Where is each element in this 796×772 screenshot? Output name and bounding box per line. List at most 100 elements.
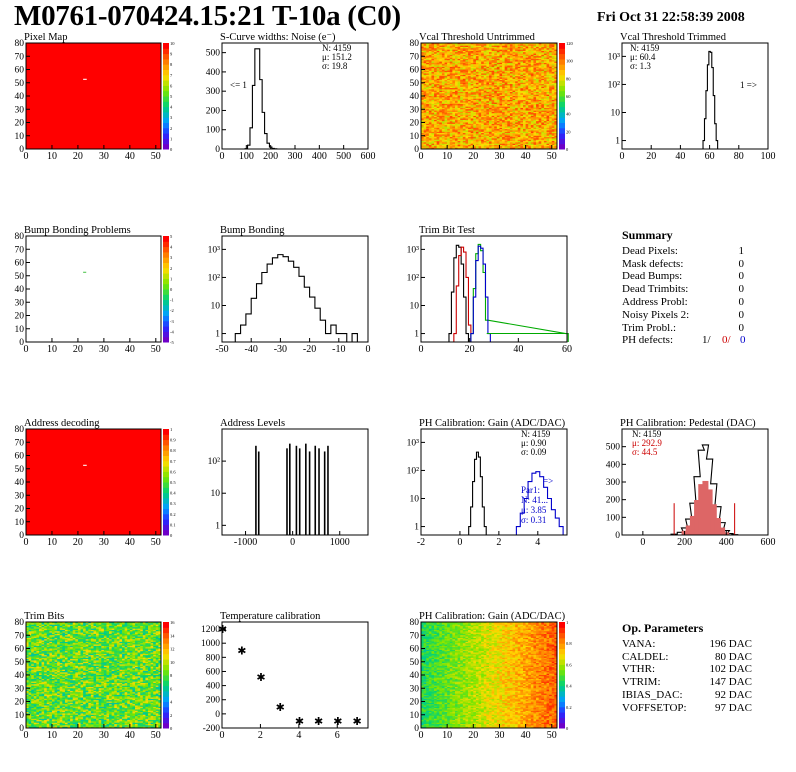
heatmap-cell (468, 88, 471, 90)
heatmap-cell (478, 118, 482, 121)
heatmap-cell (31, 623, 35, 625)
x-tick-label: 2 (496, 537, 501, 548)
heatmap-cell (481, 85, 485, 88)
heatmap-cell (538, 96, 542, 98)
heatmap-cell (36, 655, 40, 657)
heatmap-cell (455, 118, 458, 121)
heatmap-cell (439, 52, 443, 54)
heatmap-cell (421, 76, 424, 78)
heatmap-cell (523, 81, 526, 84)
heatmap-cell (431, 81, 435, 84)
heatmap-cell (549, 119, 553, 122)
heatmap-cell (462, 74, 466, 77)
heatmap-cell (475, 117, 479, 119)
heatmap-cell (31, 710, 35, 713)
heatmap-cell (473, 86, 477, 89)
fit-stats-line: Par1: (521, 485, 540, 495)
heatmap-cell (421, 103, 424, 106)
heatmap-cell (473, 72, 477, 74)
heatmap-cell (468, 45, 471, 48)
bump-mark (83, 271, 87, 273)
heatmap-cell (546, 105, 550, 107)
heatmap-cell (465, 147, 469, 150)
heatmap-cell (536, 114, 539, 117)
heatmap-cell (528, 76, 532, 78)
heatmap-cell (536, 58, 539, 61)
heatmap-cell (525, 135, 529, 138)
colorbar-segment (559, 96, 565, 102)
heatmap-cell (426, 139, 430, 142)
x-tick-label: 200 (263, 151, 278, 162)
heatmap-cell (434, 52, 437, 54)
heatmap-cell (486, 145, 490, 147)
heatmap-cell (520, 88, 524, 90)
heatmap-cell (494, 147, 498, 150)
heatmap-cell (528, 129, 532, 131)
heatmap-cell (452, 72, 456, 74)
heatmap-cell (452, 115, 456, 118)
heatmap-cell (478, 147, 482, 150)
heatmap-cell (538, 68, 542, 70)
heatmap-cell (455, 127, 458, 130)
heatmap-cell (530, 103, 534, 106)
heatmap-cell (465, 53, 469, 56)
heatmap-cell (31, 726, 35, 729)
heatmap-cell (478, 61, 482, 64)
heatmap-cell (481, 127, 485, 130)
heatmap-cell (536, 118, 539, 121)
heatmap-cell (457, 114, 461, 117)
heatmap-cell (452, 86, 456, 89)
heatmap-cell (444, 96, 448, 98)
heatmap-cell (481, 70, 485, 73)
stats-line: N: 4159 (630, 43, 660, 53)
heatmap-cell (512, 130, 516, 133)
heatmap-cell (434, 123, 437, 126)
heatmap-cell (530, 66, 534, 69)
heatmap-cell (551, 97, 555, 99)
heatmap-cell (421, 46, 424, 49)
heatmap-cell (486, 119, 490, 122)
heatmap-cell (549, 53, 553, 56)
heatmap-cell (530, 89, 534, 92)
heatmap-cell (546, 70, 550, 73)
heatmap-cell (447, 69, 451, 72)
heatmap-cell (28, 640, 32, 643)
heatmap-cell (502, 134, 505, 137)
heatmap-cell (536, 127, 539, 130)
heatmap-cell (36, 675, 40, 677)
heatmap-cell (36, 648, 40, 651)
heatmap-cell (28, 686, 32, 689)
heatmap-cell (31, 664, 35, 667)
heatmap-cell (543, 60, 547, 62)
heatmap-cell (449, 131, 453, 134)
heatmap-cell (525, 89, 529, 92)
chart-title: Vcal Threshold Trimmed (620, 32, 727, 43)
heatmap-cell (509, 88, 513, 90)
heatmap-cell (33, 640, 37, 643)
heatmap-cell (465, 126, 469, 129)
heatmap-cell (546, 85, 550, 88)
heatmap-cell (496, 76, 500, 78)
heatmap-cell (444, 115, 448, 118)
heatmap-cell (441, 109, 445, 111)
heatmap-cell (486, 142, 490, 145)
heatmap-cell (528, 77, 532, 80)
heatmap-cell (426, 103, 430, 106)
heatmap-cell (554, 139, 558, 142)
heatmap-cell (441, 125, 445, 127)
x-tick-label: 0 (366, 344, 371, 355)
heatmap-cell (439, 142, 443, 145)
histogram-line (244, 48, 278, 150)
heatmap-cell (483, 54, 487, 57)
heatmap-cell (496, 81, 500, 84)
heatmap-cell (473, 107, 477, 110)
heatmap-cell (481, 99, 485, 102)
heatmap-cell (517, 135, 521, 138)
heatmap-cell (455, 96, 458, 98)
heatmap-cell (525, 49, 529, 52)
heatmap-cell (494, 121, 498, 123)
heatmap-cell (475, 53, 479, 56)
heatmap-cell (520, 85, 524, 88)
heatmap-cell (512, 88, 516, 90)
heatmap-cell (509, 62, 513, 65)
